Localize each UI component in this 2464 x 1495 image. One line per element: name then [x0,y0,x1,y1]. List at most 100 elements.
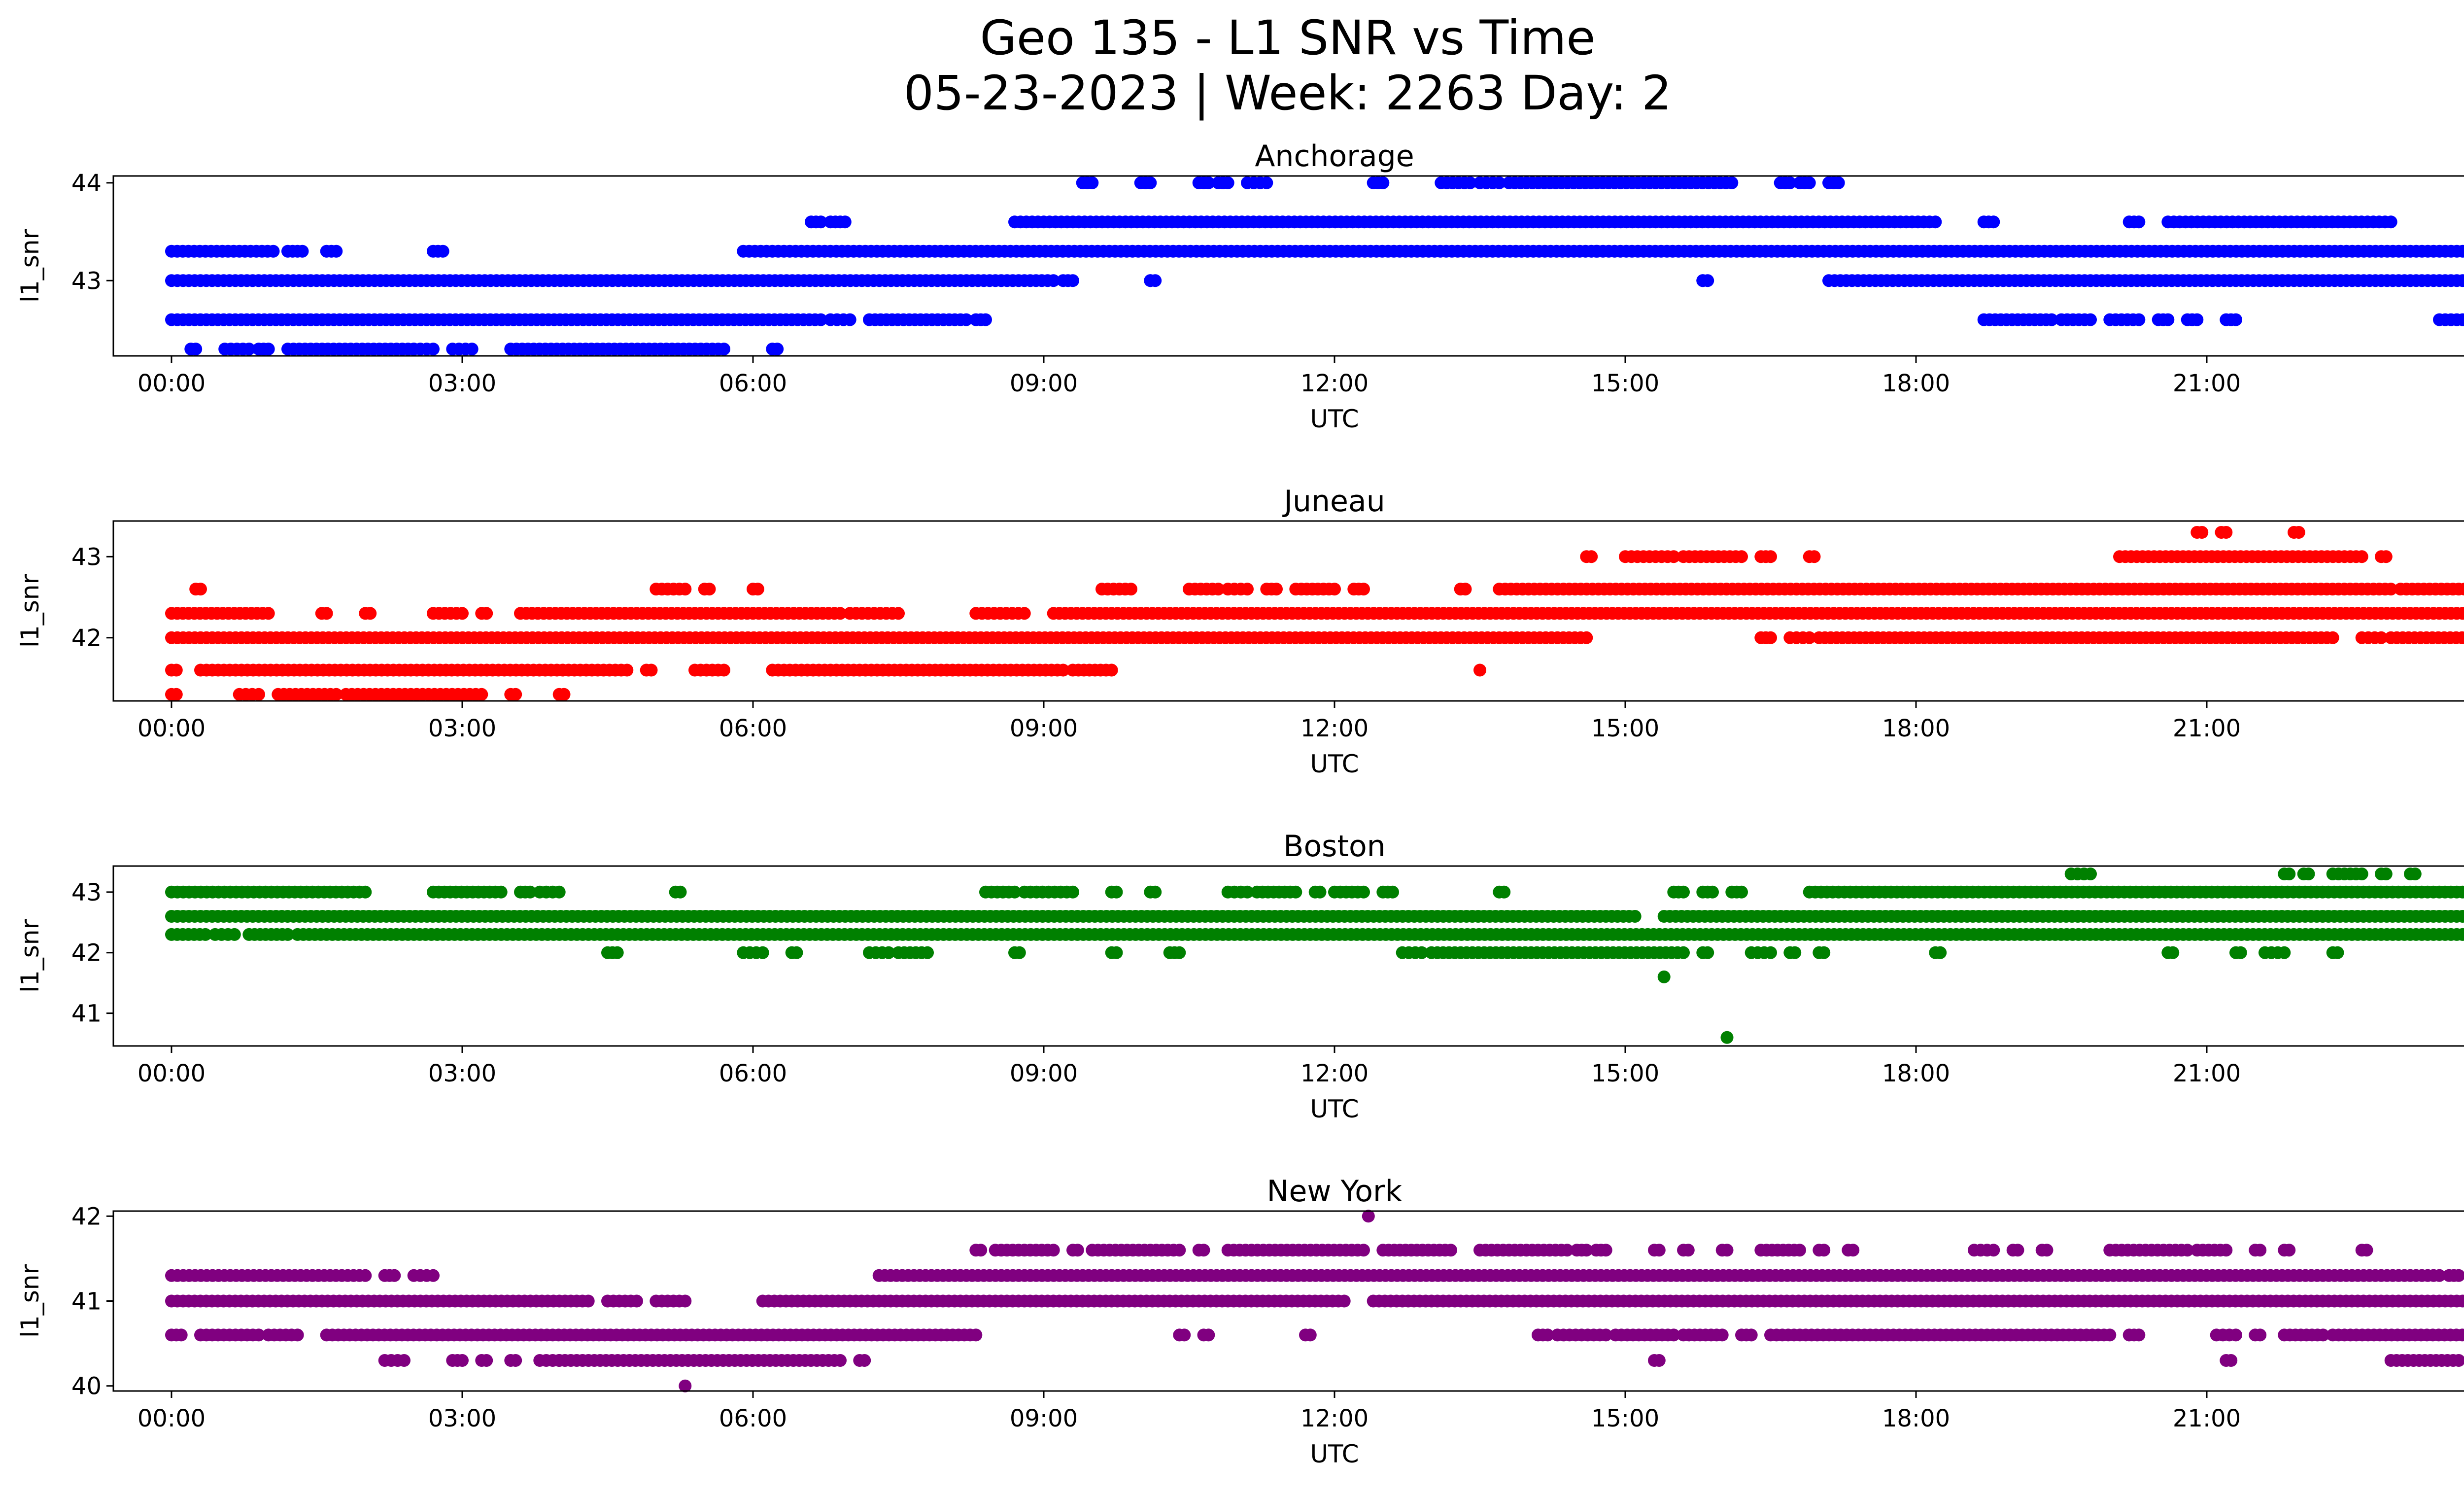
data-point [2181,1244,2194,1257]
data-point [330,244,343,258]
data-point [427,1269,440,1282]
data-point [1376,176,1390,189]
data-point [1173,1244,1186,1257]
scatter-points [165,868,2464,1044]
data-point [281,928,294,941]
data-point [552,885,566,899]
data-point [2379,550,2393,563]
data-point [364,607,377,620]
x-axis-label: UTC [1310,750,1359,778]
data-point [1464,176,1477,189]
data-point [969,1328,983,1342]
data-point [262,607,275,620]
data-point [523,885,537,899]
data-point [2462,276,2464,285]
subplot-3: 00:00 03:00 06:00 09:00 12:00 15:00 18:00 21:00… [16,1174,2464,1468]
y-tick-label: 43 [71,267,102,295]
data-point [2224,1354,2238,1367]
data-point [1473,663,1486,677]
data-point [262,343,275,356]
data-point [509,1354,522,1367]
data-point [2462,608,2464,618]
data-point [1144,176,1157,189]
subplot-title: Juneau [1282,484,1385,519]
data-point [1057,663,1070,677]
data-point [858,1354,871,1367]
data-point [1599,1328,1612,1342]
data-point [359,1269,372,1282]
data-point [2458,583,2464,596]
data-point [1066,274,1079,287]
data-point [2456,1328,2464,1342]
y-tick-label: 41 [71,1288,102,1316]
data-point [1125,583,1137,596]
data-point [2462,930,2464,939]
data-point [979,313,992,326]
data-point [1561,1244,1574,1257]
scatter-points [165,1210,2464,1392]
x-tick-label: 06:00 [719,1060,787,1087]
y-axis-label: l1_snr [16,229,44,303]
scatter-points [165,176,2464,356]
data-point [1764,550,1777,563]
data-point [509,688,522,701]
data-point [1788,946,1802,959]
figure-title-line1: Geo 135 - L1 SNR vs Time [980,10,1596,66]
data-point [2220,526,2233,539]
data-point [1628,910,1642,923]
data-point [465,343,479,356]
data-point [2455,631,2464,644]
data-point [427,343,440,356]
data-point [674,885,687,899]
data-point [2278,946,2291,959]
data-point [2166,946,2180,959]
x-tick-label: 06:00 [719,1405,787,1432]
data-point [2132,215,2146,229]
data-point [1803,631,1816,644]
data-point [1934,946,1947,959]
x-tick-label: 12:00 [1300,715,1369,742]
data-point [1803,176,1816,189]
data-point [2384,215,2397,229]
data-point [456,1354,469,1367]
y-tick-label: 41 [71,1000,102,1028]
data-point [291,1328,304,1342]
subplot-title: Anchorage [1255,139,1414,174]
x-tick-label: 18:00 [1882,1060,1950,1087]
data-point [1677,885,1690,899]
data-point [2190,313,2204,326]
data-point [2461,632,2464,643]
data-point [398,1354,411,1367]
data-point [494,885,508,899]
x-axis-label: UTC [1310,1440,1359,1468]
x-tick-label: 06:00 [719,715,787,742]
data-point [1808,550,1821,563]
data-point [2452,1269,2464,1282]
data-point [1720,1031,1734,1044]
data-point [1817,946,1831,959]
x-tick-label: 03:00 [428,715,496,742]
data-point [959,313,973,326]
data-point [834,607,847,620]
data-point [1328,583,1341,596]
data-point [611,946,624,959]
data-point [199,928,212,941]
x-tick-label: 15:00 [1591,715,1659,742]
data-point [2084,868,2097,880]
data-point [296,244,309,258]
data-point [174,1328,188,1342]
data-point [1202,176,1215,189]
data-point [2283,868,2296,880]
data-point [1720,1244,1734,1257]
x-tick-label: 12:00 [1300,1405,1369,1432]
data-point [1667,1328,1680,1342]
data-point [2317,1328,2329,1342]
data-point [557,688,571,701]
data-point [1667,550,1680,563]
data-point [1677,946,1690,959]
data-point [1580,1244,1593,1257]
data-point [330,688,343,701]
x-tick-label: 21:00 [2173,1060,2241,1087]
subplot-title: New York [1267,1174,1403,1209]
